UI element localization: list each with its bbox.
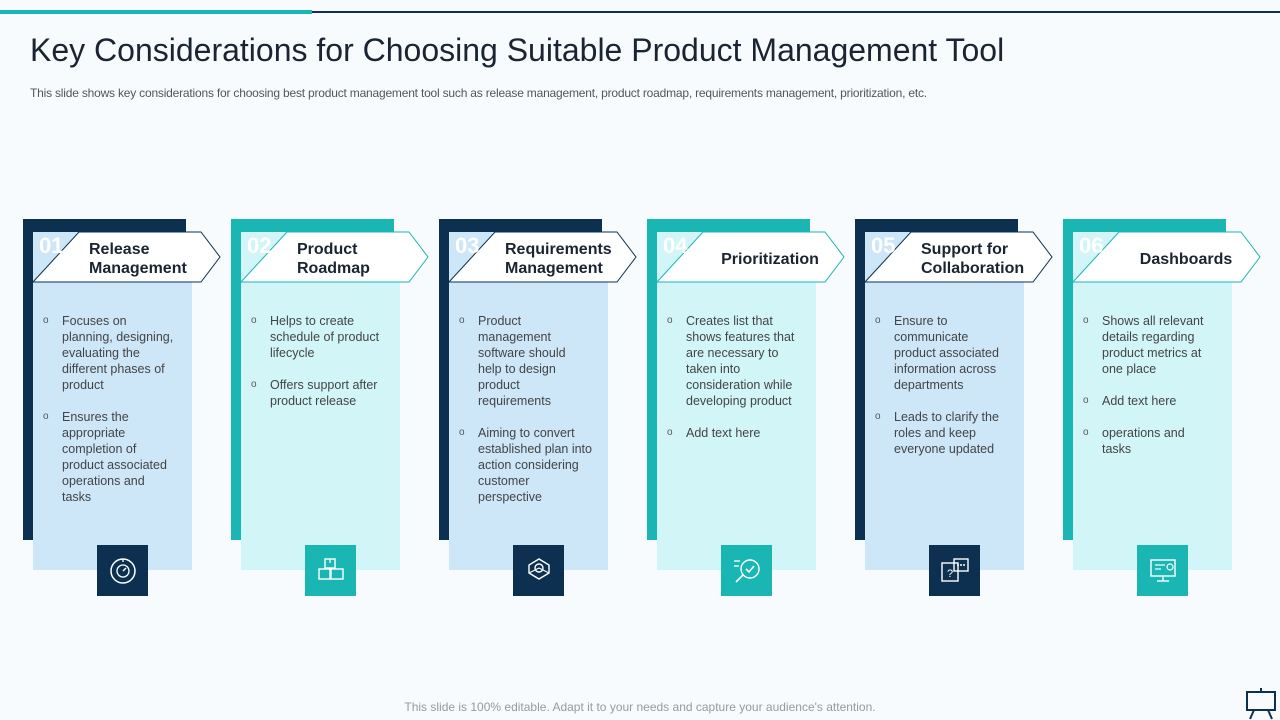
bullet-circle-icon: o: [1083, 315, 1089, 326]
bullet-list: o Helps to create schedule of product lif…: [249, 313, 384, 425]
slide-title: Key Considerations for Choosing Suitable…: [30, 32, 1005, 68]
icon-tile: [97, 545, 148, 596]
list-item: o Shows all relevant details regarding pr…: [1081, 313, 1216, 377]
bullet-circle-icon: o: [459, 427, 465, 438]
bullet-text: Offers support after product release: [270, 378, 378, 408]
bullet-text: Add text here: [686, 426, 761, 440]
bullet-list: o Shows all relevant details regarding pr…: [1081, 313, 1216, 473]
card-heading: Dashboards: [1139, 250, 1233, 268]
slide-footer: This slide is 100% editable. Adapt it to…: [404, 700, 876, 714]
card-panel: [657, 232, 816, 570]
card-panel: [1073, 232, 1232, 570]
card-03: 03 Requirements Management o Product manage…: [439, 219, 639, 599]
bullet-text: operations and tasks: [1102, 426, 1185, 456]
bullet-circle-icon: o: [251, 379, 257, 390]
card-number: 06: [1079, 233, 1104, 258]
presentation-board-icon[interactable]: [1244, 686, 1278, 720]
card-number: 03: [455, 233, 480, 258]
card-panel: [865, 232, 1024, 570]
gauge-icon: [109, 557, 136, 584]
bullet-circle-icon: o: [251, 315, 257, 326]
svg-text:?: ?: [947, 568, 953, 580]
heading-banner: [655, 231, 845, 283]
list-item: o Add text here: [665, 425, 800, 441]
bullet-text: Creates list that shows features that ar…: [686, 314, 795, 408]
list-item: o Add text here: [1081, 393, 1216, 409]
bullet-circle-icon: o: [1083, 395, 1089, 406]
bullet-text: Focuses on planning, designing, evaluati…: [62, 314, 174, 392]
card-04: 04 Prioritization o Creates list that shows…: [647, 219, 847, 599]
bullet-circle-icon: o: [459, 315, 465, 326]
checklist-target-icon: [733, 558, 760, 583]
card-heading: Requirements Management: [505, 241, 612, 277]
card-06: 06 Dashboards o Shows all relevant details …: [1063, 219, 1263, 599]
bullet-circle-icon: o: [43, 315, 49, 326]
bullet-list: o Ensure to communicate product associate…: [873, 313, 1008, 473]
card-panel: [449, 232, 608, 570]
bullet-text: Helps to create schedule of product life…: [270, 314, 380, 360]
icon-tile: [513, 545, 564, 596]
bullet-circle-icon: o: [667, 427, 673, 438]
heading-banner: [863, 231, 1053, 283]
top-rule: [0, 11, 1280, 13]
card-heading: Prioritization: [721, 250, 819, 268]
list-item: o Ensures the appropriate completion of p…: [41, 409, 176, 505]
card-number: 04: [663, 233, 688, 258]
icon-tile: [305, 545, 356, 596]
chat-question-icon: ?: [940, 557, 969, 582]
bullet-list: o Focuses on planning, designing, evaluat…: [41, 313, 176, 521]
top-rule-accent: [0, 10, 312, 14]
icon-tile: [721, 545, 772, 596]
bullet-list: o Creates list that shows features that a…: [665, 313, 800, 457]
card-panel: [33, 232, 192, 570]
card-heading: Release Management: [89, 241, 187, 277]
bullet-text: Leads to clarify the roles and keep ever…: [894, 410, 999, 456]
list-item: o Helps to create schedule of product lif…: [249, 313, 384, 361]
bullet-circle-icon: o: [875, 411, 881, 422]
card-number: 05: [871, 233, 896, 258]
list-item: o Ensure to communicate product associate…: [873, 313, 1008, 393]
heading-banner: [1071, 231, 1261, 283]
heading-banner: [239, 231, 429, 283]
card-number: 01: [39, 233, 64, 258]
gear-box-icon: [527, 557, 550, 580]
list-item: o operations and tasks: [1081, 425, 1216, 457]
bullet-text: Shows all relevant details regarding pro…: [1102, 314, 1204, 376]
list-item: o Focuses on planning, designing, evaluat…: [41, 313, 176, 393]
icon-tile: [1137, 545, 1188, 596]
card-number: 02: [247, 233, 272, 258]
bullet-list: o Product management software should help…: [457, 313, 592, 521]
bullet-text: Aiming to convert established plan into …: [478, 426, 592, 504]
list-item: o Product management software should help…: [457, 313, 592, 409]
card-01: 01 Release Management o Focuses on planning…: [23, 219, 223, 599]
bullet-circle-icon: o: [43, 411, 49, 422]
card-panel: [241, 232, 400, 570]
card-05: 05 Support for Collaboration o Ensure to co…: [855, 219, 1055, 599]
bullet-text: Ensure to communicate product associated…: [894, 314, 999, 392]
list-item: o Creates list that shows features that a…: [665, 313, 800, 409]
slide-subtitle: This slide shows key considerations for …: [30, 86, 927, 100]
bullet-text: Product management software should help …: [478, 314, 566, 408]
icon-tile: ?: [929, 545, 980, 596]
list-item: o Offers support after product release: [249, 377, 384, 409]
bullet-text: Ensures the appropriate completion of pr…: [62, 410, 167, 504]
bullet-circle-icon: o: [667, 315, 673, 326]
heading-banner: [31, 231, 221, 283]
card-heading: Support for Collaboration: [921, 241, 1025, 277]
bullet-circle-icon: o: [875, 315, 881, 326]
boxes-icon: [317, 557, 344, 580]
bullet-circle-icon: o: [1083, 427, 1089, 438]
card-heading: Product Roadmap: [297, 241, 370, 277]
list-item: o Leads to clarify the roles and keep eve…: [873, 409, 1008, 457]
card-02: 02 Product Roadmap o Helps to create schedu…: [231, 219, 431, 599]
monitor-dashboard-icon: [1149, 558, 1176, 582]
bullet-text: Add text here: [1102, 394, 1177, 408]
list-item: o Aiming to convert established plan into…: [457, 425, 592, 505]
heading-banner: [447, 231, 637, 283]
